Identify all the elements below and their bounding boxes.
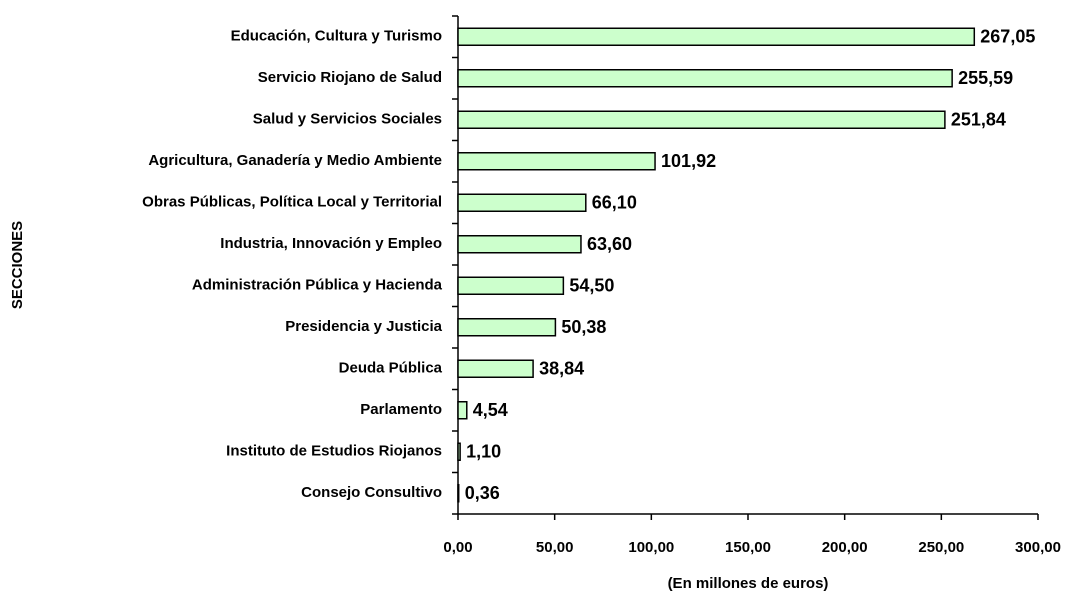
value-label: 251,84 (951, 110, 1006, 130)
y-tick-label: Salud y Servicios Sociales (253, 111, 442, 128)
y-tick-label: Obras Públicas, Política Local y Territo… (142, 194, 442, 211)
value-label: 38,84 (539, 359, 584, 379)
y-tick-label: Educación, Cultura y Turismo (231, 28, 442, 45)
y-tick-label: Administración Pública y Hacienda (192, 277, 443, 294)
x-tick-label: 0,00 (443, 539, 472, 556)
x-axis-label: (En millones de euros) (668, 575, 829, 592)
y-tick-label: Servicio Riojano de Salud (258, 69, 442, 86)
y-tick-label: Deuda Pública (339, 360, 443, 377)
x-tick-label: 200,00 (822, 539, 868, 556)
y-tick-label: Industria, Innovación y Empleo (220, 235, 442, 252)
y-axis-label: SECCIONES (9, 221, 26, 309)
y-tick-label: Consejo Consultivo (301, 484, 442, 501)
value-label: 50,38 (561, 317, 606, 337)
value-label: 4,54 (473, 400, 508, 420)
value-label: 63,60 (587, 234, 632, 254)
bar (457, 442, 461, 461)
value-label: 1,10 (466, 442, 501, 462)
value-label: 101,92 (661, 151, 716, 171)
x-tick-label: 300,00 (1015, 539, 1061, 556)
value-label: 255,59 (958, 68, 1013, 88)
x-tick-label: 100,00 (628, 539, 674, 556)
y-tick-label: Instituto de Estudios Riojanos (226, 443, 442, 460)
value-label: 54,50 (569, 276, 614, 296)
bar (457, 110, 946, 129)
x-tick-label: 150,00 (725, 539, 771, 556)
y-tick-label: Presidencia y Justicia (285, 318, 442, 335)
value-label: 66,10 (592, 193, 637, 213)
y-tick-label: Parlamento (360, 401, 442, 418)
bar (457, 359, 534, 378)
bar (457, 27, 976, 46)
bar (457, 152, 656, 171)
x-tick-label: 50,00 (536, 539, 574, 556)
y-tick-label: Agricultura, Ganadería y Medio Ambiente (148, 152, 442, 169)
bar (457, 193, 587, 212)
bar (457, 235, 582, 254)
bar (457, 276, 565, 295)
value-label: 0,36 (465, 483, 500, 503)
bar (457, 69, 953, 88)
bar (457, 318, 557, 337)
bar (457, 484, 460, 503)
value-label: 267,05 (980, 27, 1035, 47)
x-tick-label: 250,00 (918, 539, 964, 556)
bar (457, 401, 468, 420)
